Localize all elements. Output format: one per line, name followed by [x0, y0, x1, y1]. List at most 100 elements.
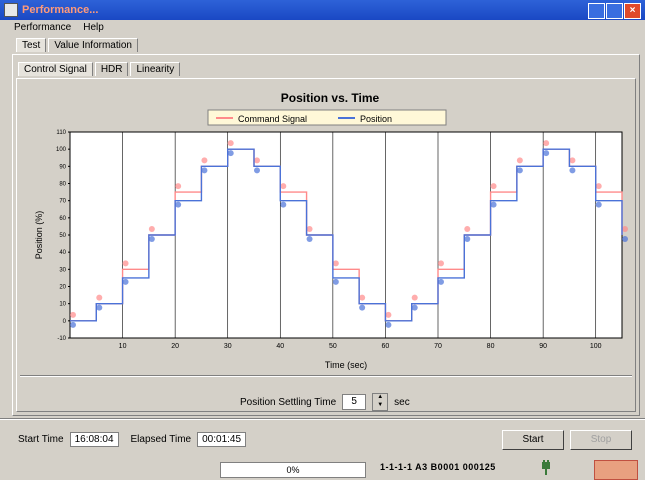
data-point-0 [96, 294, 103, 301]
top-tabs: Test Value Information [16, 38, 140, 52]
axis-ticks: 10 20 30 40 50 60 70 80 90 100 -10 0 10 20 30 40 50 60 70 8… [56, 130, 602, 350]
tab-hdr[interactable]: HDR [94, 62, 129, 76]
tab-linearity[interactable]: Linearity [130, 62, 181, 76]
y-tick-label: 50 [59, 233, 66, 239]
stop-button[interactable]: Stop [570, 430, 632, 450]
x-axis-label: Time (sec) [325, 360, 367, 370]
data-point-1 [227, 150, 234, 157]
y-tick-label: 60 [59, 216, 66, 222]
data-point-1 [543, 150, 550, 157]
maximize-button[interactable] [606, 3, 623, 19]
data-point-0 [385, 311, 392, 318]
data-point-1 [148, 236, 155, 242]
tab-test[interactable]: Test [16, 38, 47, 52]
y-tick-label: 40 [59, 250, 66, 256]
minimize-button[interactable] [588, 3, 605, 19]
data-point-0 [254, 157, 260, 164]
x-tick-label: 80 [487, 343, 495, 350]
y-tick-label: 90 [59, 164, 66, 170]
data-point-0 [359, 294, 366, 301]
data-point-1 [490, 201, 497, 208]
legend-box [207, 109, 447, 126]
x-tick-label: 40 [276, 343, 284, 350]
y-tick-label: 70 [59, 199, 66, 205]
data-point-0 [543, 140, 550, 147]
elapsed-time-label: Elapsed Time [130, 434, 192, 445]
bottom-separator [0, 418, 645, 420]
data-point-1 [306, 236, 313, 242]
data-point-1 [359, 304, 366, 311]
start-time-value: 16:08:04 [69, 432, 119, 447]
menu-help[interactable]: Help [83, 22, 104, 33]
data-point-1 [438, 278, 444, 285]
data-point-0 [516, 157, 523, 164]
status-text: 1-1-1-1 A3 B0001 000125 [380, 462, 496, 472]
data-point-1 [622, 236, 628, 242]
x-tick-label: 20 [171, 343, 179, 350]
data-point-1 [385, 321, 392, 328]
x-tick-label: 50 [329, 343, 337, 350]
tab-control-signal[interactable]: Control Signal [18, 62, 93, 76]
data-point-1 [464, 236, 471, 242]
x-tick-label: 10 [119, 343, 127, 350]
sub-tabs: Control Signal HDR Linearity [18, 62, 182, 76]
x-tick-label: 60 [382, 343, 390, 350]
data-point-0 [227, 140, 234, 147]
y-tick-label: -10 [57, 336, 66, 342]
x-tick-label: 100 [590, 343, 602, 350]
menu-performance[interactable]: Performance [14, 22, 72, 33]
data-point-0 [70, 311, 76, 318]
connection-plug-icon [542, 460, 550, 475]
data-point-0 [411, 294, 418, 301]
data-point-1 [332, 278, 339, 285]
settling-time-spinner[interactable]: ▲ ▼ [372, 393, 389, 411]
y-tick-label: 20 [59, 285, 66, 291]
company-logo [594, 460, 638, 480]
panel-separator [20, 375, 632, 377]
spin-down-icon[interactable]: ▼ [373, 402, 388, 410]
data-point-0 [464, 226, 471, 232]
y-tick-label: 30 [59, 267, 66, 273]
data-point-1 [96, 304, 103, 311]
x-tick-label: 90 [539, 343, 547, 350]
legend-command-label: Command Signal [238, 114, 307, 124]
app-icon [4, 3, 18, 17]
test-panel [12, 54, 640, 416]
settling-time-label: Position Settling Time [240, 396, 337, 408]
data-point-1 [201, 167, 208, 174]
title-bar: Performance... × [0, 0, 645, 20]
elapsed-time-value: 00:01:45 [197, 432, 247, 447]
chart-title: Position vs. Time [281, 91, 380, 105]
data-point-1 [254, 167, 260, 174]
data-point-0 [122, 260, 129, 267]
settling-time-row: Position Settling Time 5 ▲ ▼ sec [240, 393, 410, 411]
start-button[interactable]: Start [502, 430, 564, 450]
x-tick-label: 70 [434, 343, 442, 350]
close-button[interactable]: × [624, 3, 641, 19]
data-point-0 [148, 226, 155, 232]
data-point-1 [569, 167, 576, 174]
y-axis-label: Position (%) [34, 211, 44, 260]
data-point-0 [595, 183, 602, 190]
data-point-0 [622, 226, 628, 232]
tab-value-information[interactable]: Value Information [48, 38, 138, 52]
menu-bar: Performance Help [0, 20, 645, 36]
data-point-0 [569, 157, 576, 164]
y-tick-label: 110 [56, 130, 66, 136]
window-title: Performance... [22, 4, 99, 16]
start-time-label: Start Time [18, 434, 64, 445]
data-point-0 [280, 183, 287, 190]
settling-time-unit: sec [394, 396, 410, 408]
data-point-1 [280, 201, 287, 208]
progress-bar: 0% [220, 462, 366, 478]
y-tick-label: 80 [59, 182, 66, 188]
data-point-0 [438, 260, 444, 267]
data-point-1 [595, 201, 602, 208]
y-tick-label: 10 [59, 302, 66, 308]
settling-time-input[interactable]: 5 [342, 394, 367, 410]
legend-position-label: Position [360, 114, 392, 124]
spin-up-icon[interactable]: ▲ [373, 394, 388, 402]
series-group [70, 140, 628, 328]
x-tick-label: 30 [224, 343, 232, 350]
